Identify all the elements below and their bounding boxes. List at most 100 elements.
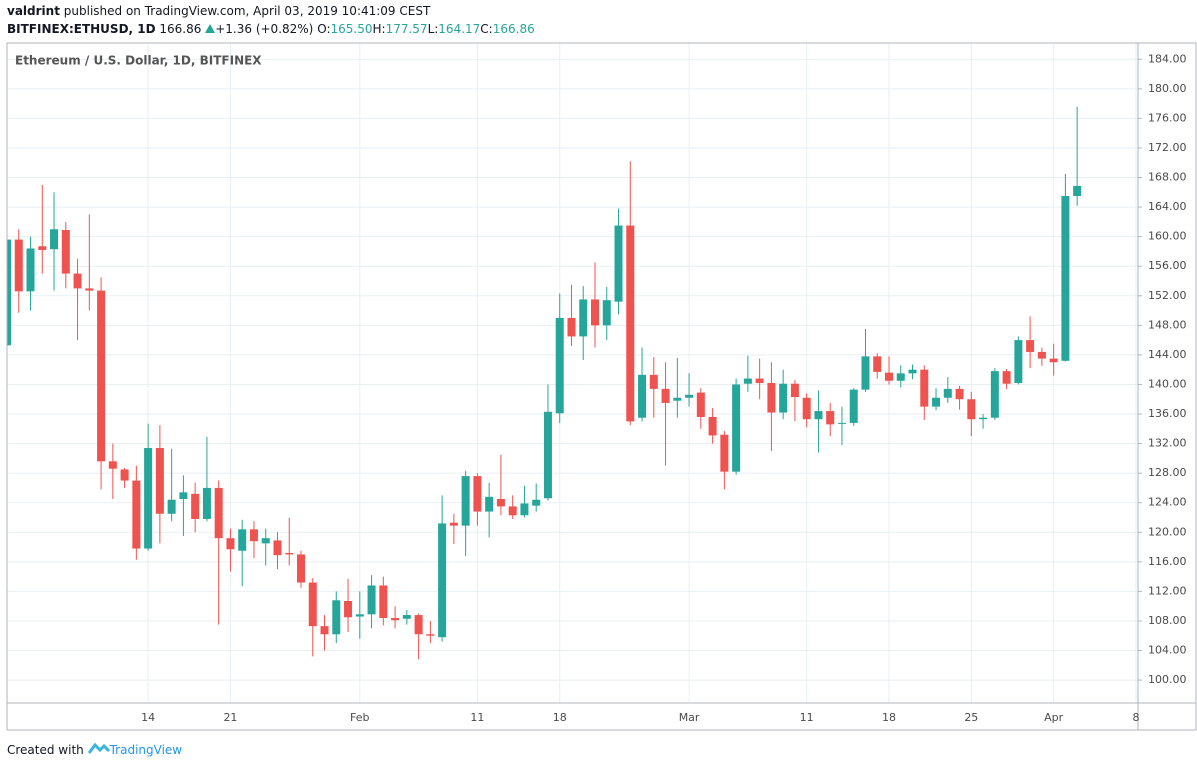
candle-body — [979, 417, 988, 420]
candle-body — [567, 317, 576, 337]
frame — [6, 42, 1197, 731]
y-tick-label: 132.00 — [1148, 437, 1187, 450]
y-tick-label: 168.00 — [1148, 171, 1187, 184]
candle-body — [1073, 185, 1082, 196]
candle-body — [473, 476, 482, 512]
candle-body — [614, 225, 623, 302]
candle-body — [355, 614, 364, 617]
candle-body — [767, 382, 776, 413]
candle-body — [449, 522, 458, 526]
y-tick-label: 176.00 — [1148, 111, 1187, 124]
candle-body — [414, 615, 423, 635]
candle-body — [438, 523, 447, 638]
publish-line: valdrint published on TradingView.com, A… — [7, 4, 430, 18]
candle-body — [837, 422, 846, 424]
y-tick-label: 152.00 — [1148, 289, 1187, 302]
candle-body — [543, 411, 552, 499]
candle-body — [1049, 358, 1058, 363]
candle-body — [508, 506, 517, 516]
footer: Created with TradingView — [7, 742, 182, 757]
candle-body — [379, 585, 388, 619]
candle-body — [861, 356, 870, 390]
ohlc: O:165.50H:177.57L:164.17C:166.86 — [317, 22, 535, 36]
axes: 100.00 104.00 108.00 112.00 116.00 120.00 124.… — [6, 42, 1197, 731]
brand[interactable]: TradingView — [109, 743, 183, 757]
y-tick-label: 112.00 — [1148, 584, 1187, 597]
y-tick-label: 148.00 — [1148, 318, 1187, 331]
y-tick-label: 100.00 — [1148, 673, 1187, 686]
candle-body — [97, 290, 106, 462]
created-with: Created with — [7, 743, 84, 757]
candle-body — [591, 299, 599, 326]
x-tick-label: Apr — [1044, 711, 1064, 724]
candle-body — [826, 411, 835, 425]
candle-body — [461, 476, 470, 526]
candle-body — [273, 540, 282, 556]
candle-body — [626, 225, 635, 422]
candle-body — [920, 369, 929, 407]
grid — [7, 43, 1138, 703]
candle-body — [238, 529, 247, 551]
candle-body — [779, 383, 788, 413]
candle-body — [908, 369, 917, 374]
candle-body — [367, 585, 376, 615]
y-tick-label: 172.00 — [1148, 141, 1187, 154]
ohlc-label: H: — [372, 22, 386, 36]
candle-body — [249, 529, 258, 542]
author[interactable]: valdrint — [7, 4, 60, 18]
x-tick-label: Feb — [350, 711, 369, 724]
candle-body — [261, 538, 270, 544]
candle-body — [320, 626, 329, 635]
chart: 100.00 104.00 108.00 112.00 116.00 120.00 124.… — [6, 42, 1197, 731]
y-tick-label: 160.00 — [1148, 230, 1187, 243]
y-tick-label: 180.00 — [1148, 82, 1187, 95]
symbol-line: BITFINEX:ETHUSD, 1D 166.86 +1.36 (+0.82%… — [7, 22, 535, 36]
ohlc-value: 164.17 — [438, 22, 481, 36]
x-tick-label: 18 — [882, 711, 896, 724]
y-tick-label: 108.00 — [1148, 614, 1187, 627]
candle-body — [1014, 340, 1023, 383]
ohlc-label: O: — [317, 22, 331, 36]
candle-body — [120, 469, 129, 481]
candle-body — [638, 374, 647, 418]
candle-body — [344, 601, 353, 618]
candle-body — [555, 317, 564, 414]
x-tick-label: 21 — [223, 711, 237, 724]
candle-body — [814, 411, 823, 420]
candle-body — [720, 434, 729, 472]
candle-body — [896, 373, 905, 381]
x-tick-label: 8 — [1132, 711, 1139, 724]
candle-body — [802, 397, 811, 420]
candle-body — [1002, 371, 1011, 384]
x-tick-label: Mar — [679, 711, 700, 724]
ohlc-label: C: — [480, 22, 493, 36]
candle-body — [485, 496, 494, 512]
candle-body — [579, 299, 588, 337]
candle-body — [943, 388, 952, 398]
y-tick-label: 184.00 — [1148, 52, 1187, 65]
candle-body — [297, 554, 305, 583]
candle-body — [1037, 351, 1046, 359]
candle-body — [73, 273, 82, 289]
candle-body — [26, 248, 35, 292]
candle-body — [520, 503, 529, 516]
y-tick-label: 144.00 — [1148, 348, 1187, 361]
candle-body — [732, 384, 741, 472]
candle-body — [426, 634, 435, 636]
y-tick-label: 116.00 — [1148, 555, 1187, 568]
y-tick-label: 140.00 — [1148, 377, 1187, 390]
candle-body — [402, 615, 411, 619]
candle-body — [285, 552, 294, 555]
ohlc-label: L: — [427, 22, 439, 36]
x-tick-label: 14 — [141, 711, 155, 724]
y-tick-label: 156.00 — [1148, 259, 1187, 272]
candle-body — [661, 388, 670, 403]
candle-body — [649, 374, 658, 389]
candle-body — [990, 371, 999, 418]
candle-body — [873, 356, 882, 372]
candle-body — [532, 499, 541, 506]
candle-body — [743, 378, 752, 384]
candle-body — [61, 229, 70, 274]
x-tick-label: 25 — [964, 711, 978, 724]
